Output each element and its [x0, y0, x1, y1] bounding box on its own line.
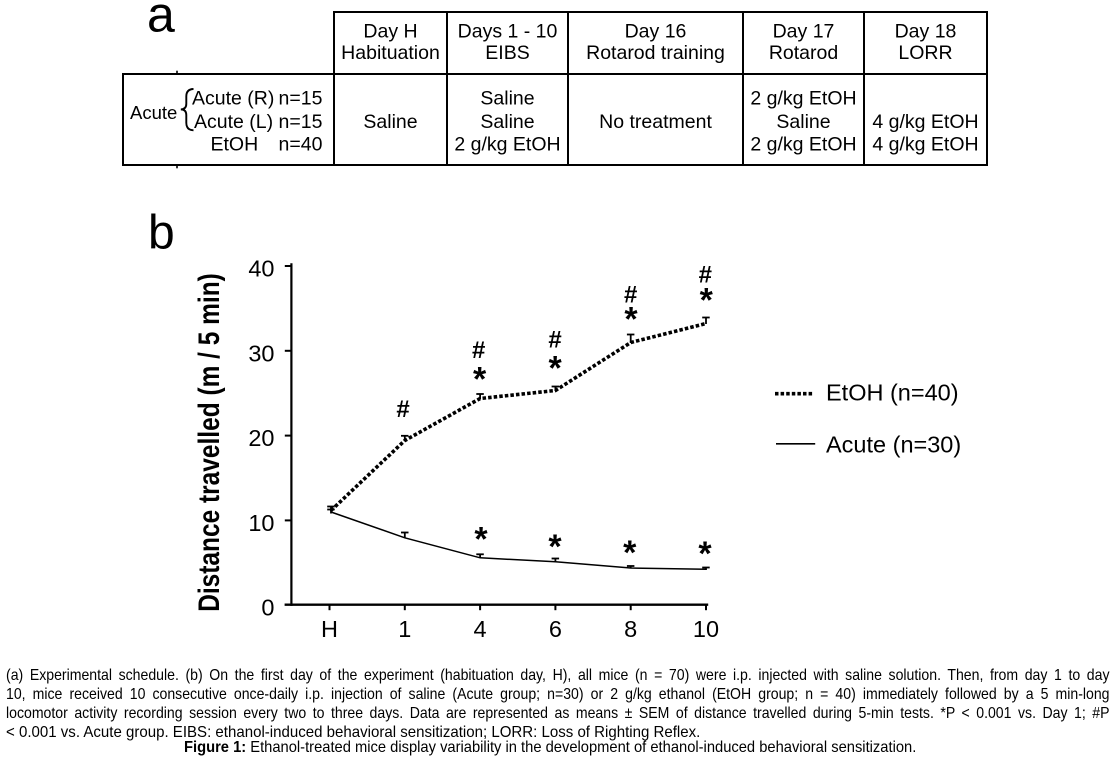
svg-text:Distance travelled (m / 5 min): Distance travelled (m / 5 min): [192, 273, 226, 612]
svg-text:Acute (R): Acute (R): [192, 88, 274, 110]
svg-text:Rotarod training: Rotarod training: [586, 42, 725, 64]
svg-text:Days 1 - 10: Days 1 - 10: [458, 21, 558, 43]
svg-text:40: 40: [248, 256, 274, 282]
svg-text:n=15: n=15: [279, 88, 323, 110]
svg-text:10: 10: [248, 510, 274, 536]
svg-text:EtOH (n=40): EtOH (n=40): [826, 380, 959, 406]
svg-text:#: #: [548, 327, 561, 354]
svg-text:4 g/kg EtOH: 4 g/kg EtOH: [872, 134, 978, 156]
svg-text:#: #: [472, 337, 485, 364]
svg-text:#: #: [624, 281, 637, 308]
svg-text:LORR: LORR: [898, 42, 952, 64]
svg-text:Saline: Saline: [480, 111, 534, 133]
svg-text:8: 8: [624, 616, 637, 642]
svg-text:n=15: n=15: [279, 111, 323, 133]
svg-text:EtOH: EtOH: [211, 134, 259, 156]
svg-text:*: *: [548, 350, 562, 388]
svg-text:4: 4: [474, 616, 487, 642]
svg-text:2 g/kg EtOH: 2 g/kg EtOH: [750, 134, 856, 156]
svg-text:10: 10: [693, 616, 719, 642]
svg-text:20: 20: [248, 425, 274, 451]
svg-text:EIBS: EIBS: [485, 42, 529, 64]
svg-text:Acute: Acute: [130, 102, 177, 123]
svg-text:Saline: Saline: [480, 88, 534, 110]
svg-text:Saline: Saline: [776, 111, 830, 133]
svg-text:Day H: Day H: [363, 21, 417, 43]
svg-text:#: #: [699, 262, 712, 289]
svg-text:30: 30: [248, 340, 274, 366]
svg-text:Habituation: Habituation: [341, 42, 440, 64]
svg-text:*: *: [473, 360, 487, 398]
svg-text:Saline: Saline: [363, 111, 417, 133]
svg-text:Day 16: Day 16: [625, 21, 687, 43]
svg-text:1: 1: [398, 616, 411, 642]
svg-text:*: *: [623, 534, 637, 572]
svg-text:#: #: [396, 396, 409, 423]
svg-text:6: 6: [549, 616, 562, 642]
svg-text:*: *: [474, 520, 488, 558]
svg-text:No treatment: No treatment: [599, 111, 712, 133]
svg-text:b: b: [148, 206, 175, 259]
svg-text:4 g/kg EtOH: 4 g/kg EtOH: [872, 111, 978, 133]
svg-text:*: *: [548, 528, 562, 566]
svg-text:Acute (n=30): Acute (n=30): [826, 432, 961, 458]
svg-text:*: *: [700, 282, 714, 320]
svg-text:Acute (L): Acute (L): [194, 111, 273, 133]
svg-text:*: *: [624, 300, 638, 338]
svg-text:2 g/kg EtOH: 2 g/kg EtOH: [454, 134, 560, 156]
svg-text:n=40: n=40: [279, 134, 323, 156]
svg-text:2 g/kg EtOH: 2 g/kg EtOH: [750, 88, 856, 110]
svg-text:Rotarod: Rotarod: [769, 42, 838, 64]
svg-text:H: H: [321, 616, 338, 642]
svg-text:a: a: [147, 0, 175, 42]
svg-text:Day 17: Day 17: [773, 21, 835, 43]
svg-text:0: 0: [261, 595, 274, 621]
svg-text:Day 18: Day 18: [895, 21, 957, 43]
svg-text:*: *: [698, 535, 712, 573]
